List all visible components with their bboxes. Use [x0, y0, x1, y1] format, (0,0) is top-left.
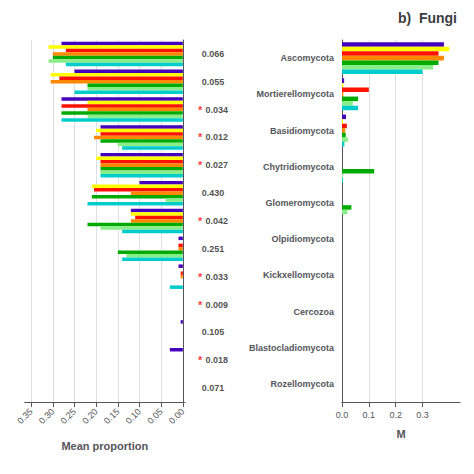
svg-text:0.105: 0.105 — [202, 327, 225, 337]
svg-text:0.018: 0.018 — [206, 355, 229, 365]
svg-text:0.055: 0.055 — [202, 77, 225, 87]
svg-text:0.00: 0.00 — [167, 406, 186, 425]
svg-text:0.071: 0.071 — [202, 383, 225, 393]
svg-text:Cercozoa: Cercozoa — [293, 307, 335, 317]
svg-text:0.1: 0.1 — [363, 410, 376, 420]
svg-text:0.430: 0.430 — [202, 188, 225, 198]
svg-text:0.066: 0.066 — [202, 49, 225, 59]
svg-text:Mean proportion: Mean proportion — [61, 440, 148, 452]
svg-text:Ascomycota: Ascomycota — [280, 53, 335, 63]
svg-text:M: M — [396, 428, 405, 440]
svg-text:Kickxellomycota: Kickxellomycota — [263, 270, 335, 280]
svg-text:b) Fungi: b) Fungi — [398, 10, 457, 26]
svg-text:0.10: 0.10 — [124, 406, 143, 425]
svg-text:0.05: 0.05 — [145, 406, 164, 425]
svg-text:0.033: 0.033 — [206, 272, 229, 282]
svg-text:Glomeromycota: Glomeromycota — [265, 198, 335, 208]
svg-text:0.30: 0.30 — [37, 406, 56, 425]
svg-text:Mortierellomycota: Mortierellomycota — [256, 89, 335, 99]
svg-text:Chytridiomycota: Chytridiomycota — [263, 162, 335, 172]
svg-text:Olpidiomycota: Olpidiomycota — [271, 234, 335, 244]
svg-text:0.20: 0.20 — [80, 406, 99, 425]
svg-text:0.15: 0.15 — [102, 406, 121, 425]
svg-text:Blastocladiomycota: Blastocladiomycota — [249, 343, 335, 353]
svg-text:0.3: 0.3 — [416, 410, 429, 420]
svg-text:0.2: 0.2 — [389, 410, 402, 420]
svg-text:0.042: 0.042 — [206, 216, 229, 226]
svg-text:0.012: 0.012 — [206, 132, 229, 142]
svg-text:Basidiomycota: Basidiomycota — [270, 126, 335, 136]
svg-text:0.251: 0.251 — [202, 244, 225, 254]
svg-text:0.009: 0.009 — [206, 300, 229, 310]
svg-text:0.25: 0.25 — [59, 406, 78, 425]
svg-text:0.0: 0.0 — [336, 410, 349, 420]
svg-text:0.027: 0.027 — [206, 160, 229, 170]
svg-text:0.35: 0.35 — [15, 406, 34, 425]
svg-text:0.034: 0.034 — [206, 105, 229, 115]
svg-text:Rozellomycota: Rozellomycota — [270, 379, 335, 389]
